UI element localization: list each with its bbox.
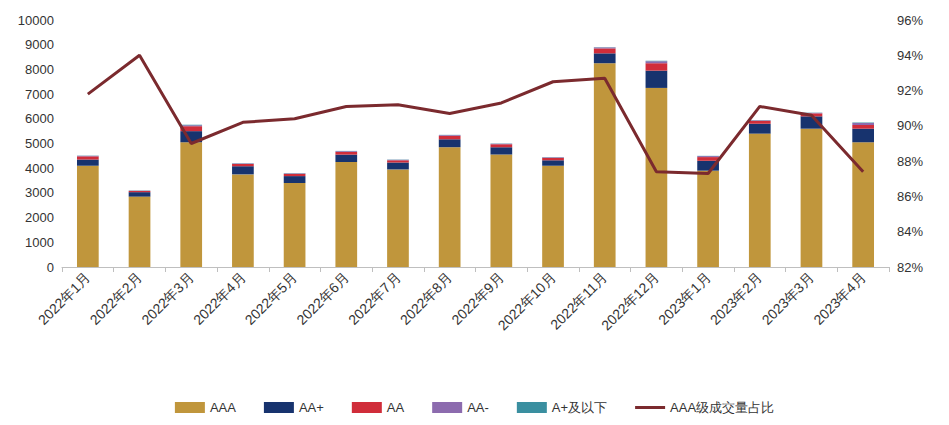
svg-text:88%: 88%	[897, 154, 923, 169]
svg-text:AAA: AAA	[210, 400, 236, 415]
svg-text:2022年6月: 2022年6月	[293, 269, 352, 328]
svg-text:AAA级成交量占比: AAA级成交量占比	[670, 400, 774, 415]
svg-text:3000: 3000	[25, 185, 54, 200]
svg-text:5000: 5000	[25, 136, 54, 151]
svg-text:8000: 8000	[25, 62, 54, 77]
svg-text:2022年3月: 2022年3月	[138, 269, 197, 328]
svg-text:9000: 9000	[25, 37, 54, 52]
svg-text:92%: 92%	[897, 83, 923, 98]
svg-text:2023年4月: 2023年4月	[810, 269, 869, 328]
svg-text:2022年9月: 2022年9月	[448, 269, 507, 328]
svg-text:2000: 2000	[25, 210, 54, 225]
svg-text:2022年2月: 2022年2月	[87, 269, 146, 328]
svg-text:AA-: AA-	[467, 400, 489, 415]
svg-text:2022年5月: 2022年5月	[242, 269, 301, 328]
svg-text:84%: 84%	[897, 224, 923, 239]
svg-text:96%: 96%	[897, 13, 923, 28]
svg-text:10000: 10000	[18, 13, 54, 28]
svg-text:2022年7月: 2022年7月	[345, 269, 404, 328]
svg-text:86%: 86%	[897, 189, 923, 204]
svg-text:AA: AA	[387, 400, 405, 415]
svg-text:90%: 90%	[897, 118, 923, 133]
svg-text:4000: 4000	[25, 161, 54, 176]
svg-text:94%: 94%	[897, 48, 923, 63]
svg-text:1000: 1000	[25, 235, 54, 250]
svg-text:2022年4月: 2022年4月	[190, 269, 249, 328]
svg-text:A+及以下: A+及以下	[552, 400, 607, 415]
svg-text:0: 0	[47, 260, 54, 275]
svg-text:2022年12月: 2022年12月	[598, 269, 662, 333]
svg-text:2023年1月: 2023年1月	[655, 269, 714, 328]
svg-text:2022年11月: 2022年11月	[547, 269, 611, 333]
svg-text:2022年10月: 2022年10月	[494, 269, 559, 334]
svg-text:6000: 6000	[25, 111, 54, 126]
svg-text:2023年3月: 2023年3月	[759, 269, 818, 328]
svg-text:AA+: AA+	[299, 400, 324, 415]
svg-text:2023年2月: 2023年2月	[707, 269, 766, 328]
svg-text:82%: 82%	[897, 260, 923, 275]
svg-text:2022年1月: 2022年1月	[35, 269, 94, 328]
svg-text:7000: 7000	[25, 87, 54, 102]
svg-text:2022年8月: 2022年8月	[397, 269, 456, 328]
